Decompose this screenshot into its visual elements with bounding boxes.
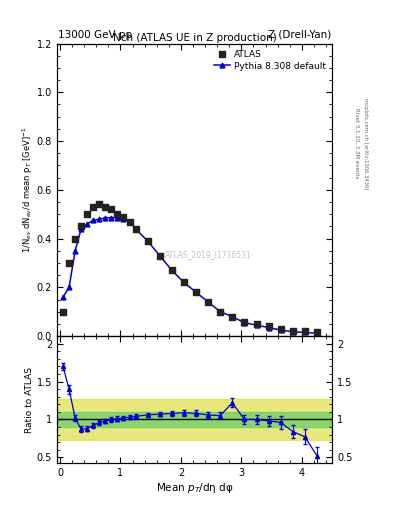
ATLAS (302, 327, 308, 335)
Line: Pythia 8.308 default: Pythia 8.308 default (61, 215, 320, 336)
ATLAS (102, 203, 108, 211)
Pythia 8.308 default (103, 215, 108, 221)
Pythia 8.308 default (85, 221, 90, 227)
ATLAS (205, 298, 211, 306)
X-axis label: Mean $p_{T}$/dη dφ: Mean $p_{T}$/dη dφ (156, 481, 233, 495)
Pythia 8.308 default (115, 215, 120, 221)
ATLAS (169, 266, 175, 274)
Pythia 8.308 default (97, 216, 102, 222)
Pythia 8.308 default (290, 329, 295, 335)
Legend: ATLAS, Pythia 8.308 default: ATLAS, Pythia 8.308 default (212, 48, 328, 72)
Text: Z (Drell-Yan): Z (Drell-Yan) (268, 30, 331, 40)
Text: ATLAS_2019_I1736531: ATLAS_2019_I1736531 (165, 250, 252, 259)
ATLAS (114, 210, 121, 218)
Bar (57, 412, 332, 427)
Pythia 8.308 default (73, 248, 77, 254)
Pythia 8.308 default (121, 216, 126, 222)
Pythia 8.308 default (315, 330, 320, 336)
ATLAS (72, 234, 78, 243)
Pythia 8.308 default (242, 319, 247, 326)
Pythia 8.308 default (254, 322, 259, 328)
Pythia 8.308 default (194, 289, 198, 295)
Bar (57, 399, 332, 440)
Pythia 8.308 default (266, 325, 271, 331)
Pythia 8.308 default (303, 329, 307, 335)
ATLAS (314, 328, 320, 336)
Y-axis label: 1/N$_{ev}$ dN$_{ev}$/d mean p$_{T}$ [GeV]$^{-1}$: 1/N$_{ev}$ dN$_{ev}$/d mean p$_{T}$ [GeV… (21, 126, 35, 253)
Y-axis label: Ratio to ATLAS: Ratio to ATLAS (25, 367, 34, 433)
ATLAS (132, 225, 139, 233)
ATLAS (90, 203, 96, 211)
ATLAS (157, 251, 163, 260)
Pythia 8.308 default (218, 309, 222, 315)
ATLAS (265, 322, 272, 330)
ATLAS (120, 212, 127, 221)
ATLAS (60, 308, 66, 316)
ATLAS (127, 218, 133, 226)
ATLAS (66, 259, 72, 267)
Pythia 8.308 default (145, 238, 150, 244)
ATLAS (253, 320, 260, 328)
Title: Nch (ATLAS UE in Z production): Nch (ATLAS UE in Z production) (113, 33, 276, 42)
Pythia 8.308 default (61, 294, 65, 300)
ATLAS (78, 222, 84, 230)
Text: 13000 GeV pp: 13000 GeV pp (58, 30, 132, 40)
Pythia 8.308 default (158, 252, 162, 259)
Pythia 8.308 default (127, 219, 132, 225)
Pythia 8.308 default (182, 280, 186, 286)
ATLAS (181, 279, 187, 287)
ATLAS (277, 325, 284, 333)
Pythia 8.308 default (206, 299, 211, 305)
Pythia 8.308 default (230, 313, 235, 319)
ATLAS (290, 327, 296, 335)
Pythia 8.308 default (67, 284, 72, 290)
ATLAS (96, 200, 103, 208)
ATLAS (241, 317, 248, 326)
ATLAS (217, 308, 223, 316)
ATLAS (193, 288, 199, 296)
Pythia 8.308 default (91, 217, 95, 223)
Pythia 8.308 default (109, 215, 114, 221)
Text: mcplots.cern.ch [arXiv:1306.3436]: mcplots.cern.ch [arXiv:1306.3436] (363, 98, 368, 189)
ATLAS (145, 237, 151, 245)
ATLAS (84, 210, 90, 218)
Pythia 8.308 default (133, 226, 138, 232)
Pythia 8.308 default (169, 267, 174, 273)
Text: Rivet 3.1.10, 3.3M events: Rivet 3.1.10, 3.3M events (354, 108, 359, 179)
Pythia 8.308 default (79, 226, 84, 232)
Pythia 8.308 default (278, 327, 283, 333)
ATLAS (108, 205, 114, 214)
ATLAS (229, 312, 235, 321)
